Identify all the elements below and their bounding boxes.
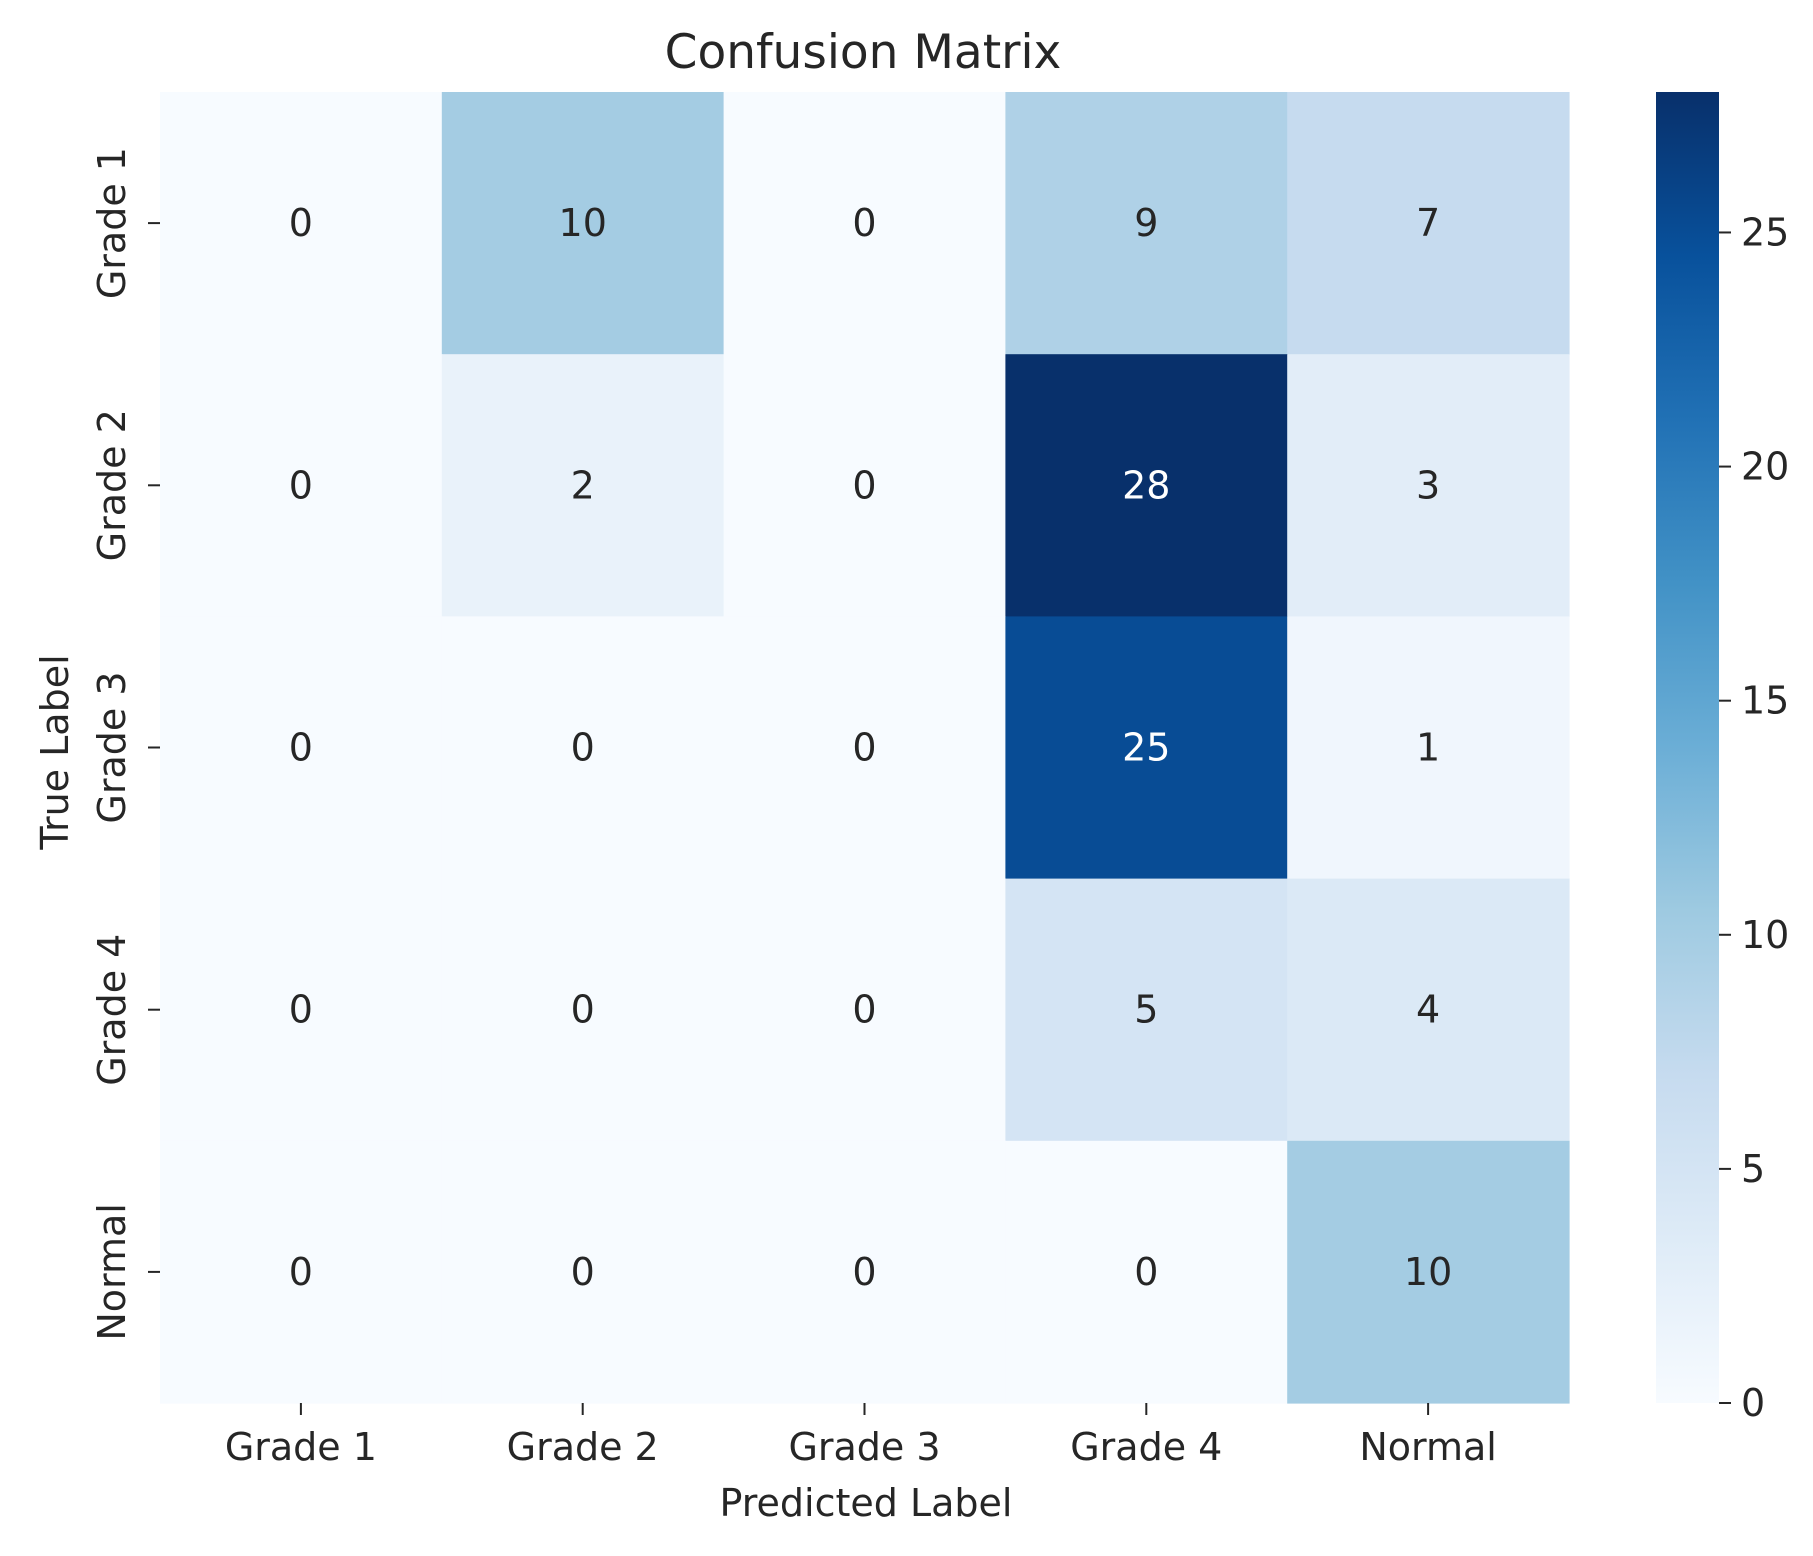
x-axis-ticks: Grade 1 Grade 2 Grade 3 Grade 4 Normal xyxy=(225,1403,1497,1469)
x-axis-label: Predicted Label xyxy=(720,1481,1013,1525)
x-tick-label: Grade 3 xyxy=(788,1425,940,1469)
cell-value-label: 0 xyxy=(289,988,313,1032)
heatmap-cell xyxy=(1287,1140,1570,1404)
heatmap-cell xyxy=(723,92,1006,355)
heatmap-cell xyxy=(160,1140,443,1404)
y-tick-label: Grade 2 xyxy=(90,409,134,561)
cell-value-label: 0 xyxy=(289,726,313,770)
x-tick-label: Grade 2 xyxy=(507,1425,659,1469)
colorbar xyxy=(1656,92,1719,1403)
cell-value-label: 0 xyxy=(1134,1250,1158,1294)
heatmap-cell xyxy=(723,878,1006,1142)
heatmap-cell xyxy=(1005,878,1288,1142)
cell-value-label: 0 xyxy=(852,726,876,770)
heatmap-cell xyxy=(1287,616,1570,880)
cell-value-label: 4 xyxy=(1416,988,1440,1032)
heatmap-cell xyxy=(1005,616,1288,880)
cell-value-label: 0 xyxy=(571,1250,595,1294)
x-tick-label: Normal xyxy=(1359,1425,1497,1469)
y-axis-ticks: Grade 1 Grade 2 Grade 3 Grade 4 Normal xyxy=(90,147,160,1341)
colorbar-tick-label: 25 xyxy=(1741,210,1789,254)
cell-value-label: 7 xyxy=(1416,201,1440,245)
heatmap-cell xyxy=(160,878,443,1142)
cell-value-label: 0 xyxy=(852,988,876,1032)
heatmap-cell xyxy=(1287,878,1570,1142)
cell-value-label: 10 xyxy=(1404,1250,1452,1294)
heatmap-cell xyxy=(1005,354,1288,617)
heatmap-cell xyxy=(1005,92,1288,355)
heatmap-cell xyxy=(1287,354,1570,617)
cell-value-label: 0 xyxy=(852,463,876,507)
colorbar-tick-label: 20 xyxy=(1741,445,1789,489)
heatmap-cells: 0 10 0 9 70 2 0 28 30 0 0 25 10 0 0 5 40 0 0 0 10 xyxy=(160,92,1570,1404)
heatmap-cell xyxy=(1287,92,1570,355)
heatmap-cell xyxy=(723,1140,1006,1404)
colorbar-tick-label: 0 xyxy=(1741,1381,1765,1425)
y-axis-label: True Label xyxy=(33,654,77,850)
cell-value-label: 0 xyxy=(289,1250,313,1294)
heatmap-cell xyxy=(160,616,443,880)
heatmap-cell xyxy=(1005,1140,1288,1404)
cell-value-label: 10 xyxy=(559,201,607,245)
cell-value-label: 5 xyxy=(1134,988,1158,1032)
colorbar-tick-label: 5 xyxy=(1741,1147,1765,1191)
heatmap-cell xyxy=(723,616,1006,880)
heatmap-cell xyxy=(441,92,725,355)
cell-value-label: 0 xyxy=(852,201,876,245)
heatmap-cell xyxy=(723,354,1006,617)
y-tick-label: Grade 3 xyxy=(90,671,134,823)
cell-value-label: 0 xyxy=(289,463,313,507)
cell-value-label: 0 xyxy=(571,726,595,770)
cell-value-label: 3 xyxy=(1416,463,1440,507)
colorbar-tick-label: 15 xyxy=(1741,679,1789,723)
cell-value-label: 25 xyxy=(1122,726,1170,770)
cell-value-label: 0 xyxy=(289,201,313,245)
y-tick-label: Normal xyxy=(90,1203,134,1341)
cell-value-label: 0 xyxy=(571,988,595,1032)
cell-value-label: 28 xyxy=(1122,463,1170,507)
cell-value-label: 0 xyxy=(852,1250,876,1294)
heatmap-cell xyxy=(441,616,725,880)
x-tick-label: Grade 1 xyxy=(225,1425,377,1469)
heatmap-cell xyxy=(441,1140,725,1404)
y-tick-label: Grade 4 xyxy=(90,934,134,1086)
cell-value-label: 9 xyxy=(1134,201,1158,245)
heatmap-cell xyxy=(160,354,443,617)
colorbar-ticks: 0 5 10 15 20 25 xyxy=(1719,210,1789,1425)
cell-value-label: 1 xyxy=(1416,726,1440,770)
x-tick-label: Grade 4 xyxy=(1070,1425,1222,1469)
colorbar-tick-label: 10 xyxy=(1741,913,1789,957)
y-tick-label: Grade 1 xyxy=(90,147,134,299)
heatmap-cell xyxy=(160,92,443,355)
heatmap-cell xyxy=(441,354,725,617)
heatmap-cell xyxy=(441,878,725,1142)
chart-title: Confusion Matrix xyxy=(665,25,1062,80)
cell-value-label: 2 xyxy=(571,463,595,507)
